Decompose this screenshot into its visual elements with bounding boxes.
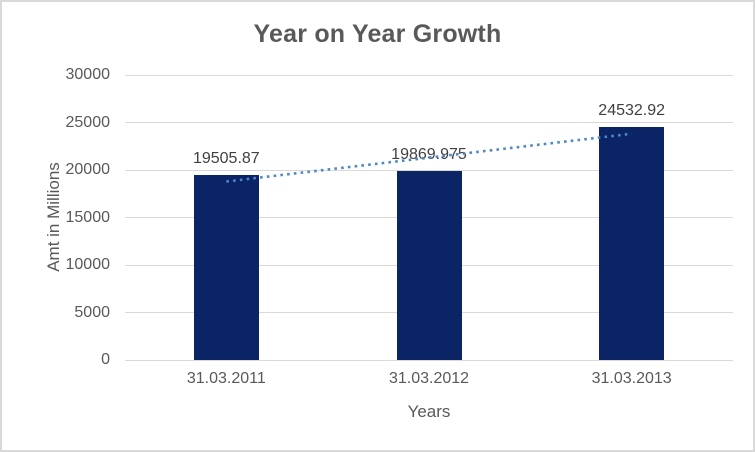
bar-3 bbox=[599, 126, 665, 360]
gridline bbox=[125, 122, 733, 123]
gridline bbox=[125, 74, 733, 76]
x-axis-title: Years bbox=[407, 402, 451, 421]
data-label: 19505.87 bbox=[192, 149, 260, 167]
y-axis-title: Amt in Millions bbox=[44, 162, 63, 272]
gridline bbox=[125, 359, 733, 361]
x-tick-label: 31.03.2011 bbox=[186, 370, 266, 387]
bar-2 bbox=[396, 171, 462, 360]
data-label: 24532.92 bbox=[598, 101, 666, 119]
plot-area: 0 5000 10000 15000 20000 25000 30000 19505.87 31… bbox=[66, 66, 733, 387]
y-tick-label: 5000 bbox=[74, 303, 110, 321]
data-label: 19869.975 bbox=[391, 146, 467, 164]
x-tick-label: 31.03.2012 bbox=[388, 370, 470, 387]
y-tick-label: 25000 bbox=[65, 113, 111, 131]
y-tick-label: 15000 bbox=[65, 208, 111, 226]
y-tick-label: 20000 bbox=[65, 161, 111, 178]
y-tick-label: 30000 bbox=[65, 66, 111, 83]
bar-1 bbox=[193, 174, 259, 360]
y-tick-label: 0 bbox=[101, 351, 110, 368]
chart-title: Year on Year Growth bbox=[253, 20, 502, 48]
y-tick-label: 10000 bbox=[65, 256, 111, 273]
x-tick-label: 31.03.2013 bbox=[591, 370, 672, 387]
